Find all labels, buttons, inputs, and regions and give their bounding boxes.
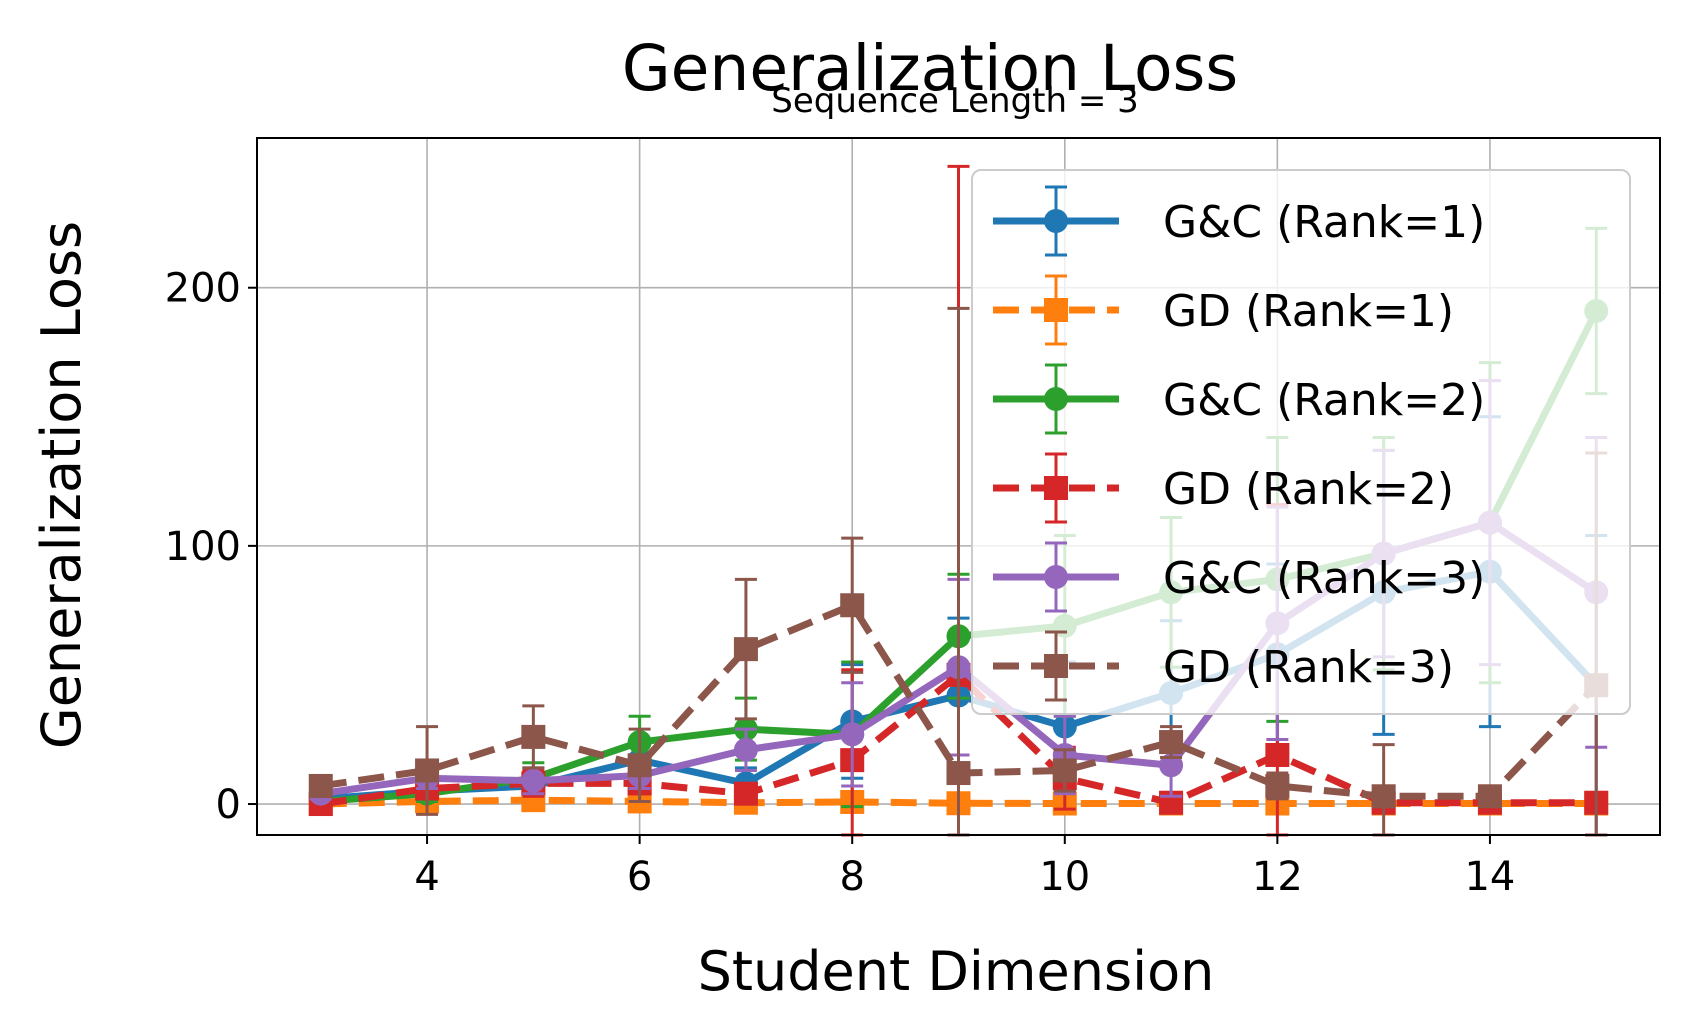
data-point <box>733 637 758 662</box>
data-point <box>627 753 652 778</box>
x-tick-label: 12 <box>1252 854 1303 900</box>
legend-item-4: GD (Rank=2) <box>993 452 1454 524</box>
legend-label: G&C (Rank=2) <box>1163 375 1485 426</box>
x-tick-label: 6 <box>627 854 652 900</box>
data-point <box>733 781 758 806</box>
y-tick-label: 200 <box>165 266 241 312</box>
data-point <box>415 758 440 783</box>
legend-label: GD (Rank=3) <box>1163 642 1454 693</box>
legend-marker <box>1044 298 1068 322</box>
data-point <box>1265 773 1290 798</box>
data-point <box>1371 784 1396 809</box>
series-6 <box>308 306 1609 837</box>
x-axis-label: Student Dimension <box>698 940 1215 1003</box>
data-point <box>308 773 333 798</box>
legend-item-3: G&C (Rank=2) <box>993 363 1485 435</box>
y-axis-label: Generalization Loss <box>30 221 93 749</box>
data-point <box>733 737 758 762</box>
legend-marker <box>1044 565 1068 589</box>
x-tick-label: 8 <box>839 854 864 900</box>
legend-item-5: G&C (Rank=3) <box>993 541 1485 613</box>
data-point <box>1159 753 1184 778</box>
data-point <box>840 722 865 747</box>
series-layer <box>308 164 1609 837</box>
legend-item-1: G&C (Rank=1) <box>993 185 1485 257</box>
x-tick-label: 10 <box>1039 854 1090 900</box>
legend-label: G&C (Rank=1) <box>1163 197 1485 248</box>
x-tick-label: 14 <box>1464 854 1515 900</box>
y-tick-label: 100 <box>165 524 241 570</box>
legend-marker <box>1044 654 1068 678</box>
plot-frame <box>256 137 1661 836</box>
legend-label: GD (Rank=2) <box>1163 464 1454 515</box>
chart-subtitle: Sequence Length = 3 <box>771 81 1139 121</box>
x-tick-label: 4 <box>414 854 439 900</box>
legend-box <box>971 169 1631 715</box>
data-point <box>1159 730 1184 755</box>
y-tick-label: 0 <box>216 782 241 828</box>
legend-label: GD (Rank=1) <box>1163 286 1454 337</box>
legend-marker <box>1044 209 1068 233</box>
legend-item-2: GD (Rank=1) <box>993 274 1454 346</box>
data-point <box>1052 758 1077 783</box>
data-point <box>521 724 546 749</box>
axis-ticks: 4 6 8 10 12 14 0 100 200 <box>165 266 1516 900</box>
legend-marker <box>1044 476 1068 500</box>
legend-marker <box>1044 387 1068 411</box>
legend-label: G&C (Rank=3) <box>1163 553 1485 604</box>
legend: G&C (Rank=1) GD (Rank=1) G&C (Rank=2) GD (R… <box>971 169 1631 715</box>
chart-title: Generalization Loss <box>622 32 1238 105</box>
legend-item-6: GD (Rank=3) <box>993 630 1454 702</box>
data-point <box>521 768 546 793</box>
data-point <box>1477 784 1502 809</box>
data-point <box>1265 742 1290 767</box>
data-point <box>840 593 865 618</box>
data-point <box>946 761 971 786</box>
